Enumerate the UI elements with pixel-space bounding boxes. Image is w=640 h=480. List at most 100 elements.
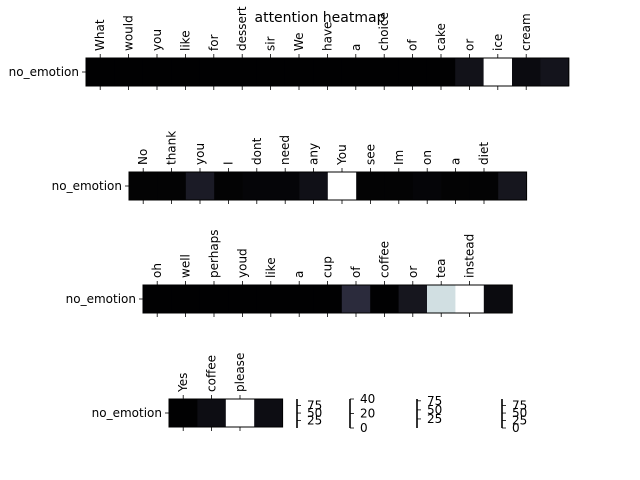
heatmap-cell — [455, 285, 485, 313]
token-label: coffee — [205, 355, 219, 392]
heatmap-cell — [398, 58, 428, 86]
heatmap-cell — [254, 399, 283, 427]
row-label: no_emotion — [92, 406, 162, 420]
heatmap-cell — [398, 285, 428, 313]
heatmap-cell — [142, 58, 172, 86]
token-label: a — [349, 44, 363, 51]
heatmap-cell — [299, 172, 329, 200]
token-label: perhaps — [207, 229, 221, 278]
token-label: you — [193, 143, 207, 165]
colorbar-tick-label: 50 — [512, 406, 527, 420]
heatmap-cell — [498, 172, 527, 200]
row-label: no_emotion — [66, 292, 136, 306]
token-label: like — [178, 30, 192, 51]
heatmap-cell — [185, 172, 215, 200]
heatmap-cell — [327, 172, 357, 200]
heatmap-cell — [284, 58, 314, 86]
token-label: or — [406, 266, 420, 278]
heatmap-cell — [225, 399, 255, 427]
row-label: no_emotion — [9, 65, 79, 79]
colorbar-tick-label: 25 — [307, 414, 322, 428]
heatmap-cell — [540, 58, 570, 86]
token-label: Im — [392, 150, 406, 165]
token-label: of — [349, 266, 363, 278]
heatmap-cell — [242, 172, 272, 200]
token-label: would — [122, 15, 136, 51]
heatmap-cell — [114, 58, 144, 86]
heatmap-cell — [197, 399, 227, 427]
token-label: cup — [321, 256, 335, 278]
heatmap-cell — [483, 58, 513, 86]
heatmap-cell — [455, 58, 484, 86]
row-label: no_emotion — [52, 179, 122, 193]
token-label: instead — [463, 234, 477, 278]
heatmap-cell — [413, 172, 442, 200]
heatmap-cell — [169, 399, 198, 427]
heatmap-cell — [469, 172, 499, 200]
heatmap-cell — [129, 172, 158, 200]
token-label: You — [335, 144, 349, 166]
token-label: have — [320, 22, 334, 51]
heatmap-cell — [341, 58, 371, 86]
token-label: What — [93, 19, 107, 51]
token-label: diet — [477, 142, 491, 165]
heatmap-cell — [86, 58, 115, 86]
token-label: sir — [264, 36, 278, 51]
token-label: No — [136, 149, 150, 165]
token-label: choice — [377, 12, 391, 51]
heatmap-cell — [171, 285, 201, 313]
heatmap-cell — [228, 285, 257, 313]
heatmap-cell — [271, 172, 300, 200]
heatmap-cell — [341, 285, 371, 313]
chart-title: attention heatmap — [255, 10, 386, 26]
colorbar-tick-label: 75 — [307, 399, 322, 413]
heatmap-cell — [143, 285, 172, 313]
token-label: of — [406, 39, 420, 51]
heatmap-cell — [313, 285, 343, 313]
colorbar-tick-label: 40 — [360, 392, 375, 406]
token-label: We — [292, 32, 306, 51]
heatmap-cell — [356, 172, 385, 200]
colorbar-tick-label: 25 — [512, 414, 527, 428]
token-label: Yes — [176, 373, 190, 393]
heatmap-cell — [228, 58, 257, 86]
heatmap-cell — [199, 285, 229, 313]
token-label: see — [363, 144, 377, 165]
token-label: please — [233, 353, 247, 392]
token-label: well — [179, 254, 193, 278]
heatmap-cell — [171, 58, 200, 86]
heatmap-cell — [441, 172, 471, 200]
token-label: or — [462, 39, 476, 51]
token-label: like — [264, 257, 278, 278]
token-label: coffee — [377, 241, 391, 278]
colorbar-tick-label: 25 — [427, 412, 442, 426]
token-label: dont — [250, 137, 264, 165]
heatmap-cell — [427, 285, 456, 313]
token-label: ice — [491, 34, 505, 51]
heatmap-cell — [157, 172, 187, 200]
heatmap-cell — [214, 172, 243, 200]
heatmap-cell — [483, 285, 513, 313]
token-label: oh — [150, 263, 164, 278]
heatmap-cell — [512, 58, 541, 86]
colorbar-tick-label: 20 — [360, 407, 375, 421]
token-label: dessert — [235, 6, 249, 51]
colorbar-tick-label: 75 — [427, 394, 442, 408]
token-label: thank — [165, 131, 179, 165]
token-label: a — [292, 271, 306, 278]
token-label: any — [307, 143, 321, 165]
heatmap-cell — [370, 285, 399, 313]
token-label: youd — [235, 248, 249, 278]
token-label: I — [221, 161, 235, 165]
heatmap-cell — [285, 285, 314, 313]
token-label: you — [150, 29, 164, 51]
token-label: tea — [434, 259, 448, 278]
colorbar-tick-label: 0 — [512, 421, 520, 435]
heatmap-cell — [384, 172, 414, 200]
colorbar-tick-label: 75 — [512, 399, 527, 413]
heatmap-cell — [256, 285, 286, 313]
token-label: cream — [519, 13, 533, 51]
token-label: need — [278, 135, 292, 165]
